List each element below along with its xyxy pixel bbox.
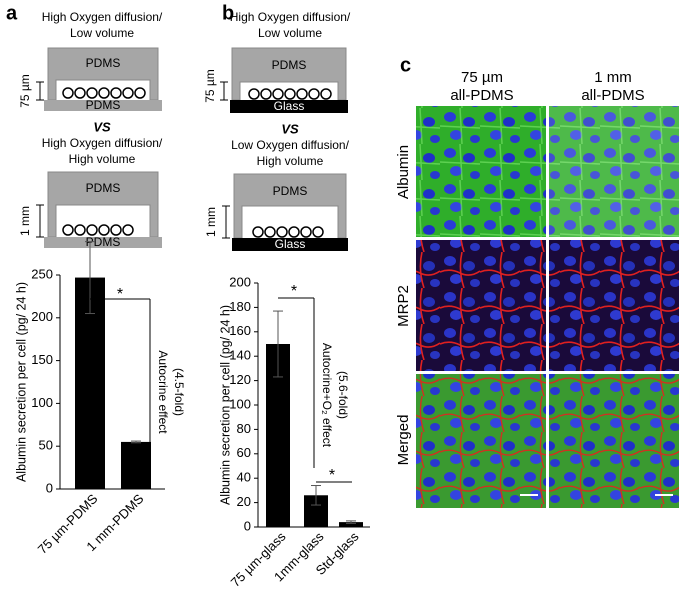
y-tick-label: 200 — [229, 274, 251, 289]
y-tick-label: 160 — [229, 323, 251, 338]
annotation: Autocrine effect — [156, 350, 170, 434]
y-axis-label: Albumin secretion per cell (pg/ 24 h) — [14, 282, 28, 482]
y-axis-label: Albumin secretion per cell (pg/ 24 h) — [218, 305, 232, 505]
diagram-title: High Oxygen diffusion/ — [42, 136, 163, 150]
column-header: 1 mm — [594, 69, 632, 86]
annotation: (5.6-fold) — [336, 371, 350, 419]
y-tick-label: 50 — [39, 438, 53, 453]
base-label: Glass — [275, 237, 306, 251]
height-label: 1 mm — [18, 206, 32, 236]
y-tick-label: 40 — [237, 470, 251, 485]
height-label: 75 µm — [203, 69, 217, 103]
micrographs: 75 µm all-PDMS 1 mm all-PDMS Albumin MRP… — [395, 69, 679, 508]
y-tick-label: 200 — [31, 309, 53, 324]
y-tick-label: 140 — [229, 348, 251, 363]
height-bracket — [36, 81, 44, 101]
bar — [339, 522, 363, 527]
pdms-base — [44, 237, 162, 248]
diagram-title: High Oxygen diffusion/ — [230, 10, 351, 24]
y-tick-label: 120 — [229, 372, 251, 387]
y-tick-label: 20 — [237, 494, 251, 509]
diagram-title: High volume — [69, 152, 136, 166]
pdms-base — [44, 100, 162, 111]
glass-base — [232, 238, 348, 251]
y-tick-label: 180 — [229, 299, 251, 314]
y-tick-label: 0 — [46, 480, 53, 495]
diagram-title: Low volume — [70, 26, 134, 40]
panel-label: a — [6, 2, 18, 24]
micrograph — [416, 374, 546, 508]
diagram-a: High Oxygen diffusion/ Low volume PDMS P… — [18, 10, 163, 249]
diagram-b: High Oxygen diffusion/ Low volume PDMS G… — [203, 10, 351, 251]
annotation: (4.5-fold) — [172, 368, 186, 416]
diagram-title: Low Oxygen diffusion/ — [231, 138, 350, 152]
y-tick-label: 80 — [237, 421, 251, 436]
diagram-title: Low volume — [258, 26, 322, 40]
annotation: * — [291, 283, 297, 300]
micrograph — [416, 106, 546, 237]
panel-label: b — [222, 2, 234, 24]
y-tick-label: 100 — [229, 396, 251, 411]
y-tick-label: 150 — [31, 352, 53, 367]
diagram-title: High Oxygen diffusion/ — [42, 10, 163, 24]
cells — [252, 226, 324, 238]
base-label: PDMS — [86, 98, 121, 112]
annotation: * — [117, 286, 123, 303]
base-label: Glass — [274, 99, 305, 113]
column-header: 75 µm — [461, 69, 503, 86]
height-bracket — [220, 81, 228, 101]
cover-label: PDMS — [273, 184, 308, 198]
versus: VS — [93, 119, 111, 134]
diagram-title: High volume — [257, 154, 324, 168]
micrograph — [549, 240, 679, 371]
cells — [248, 88, 332, 100]
y-tick-label: 60 — [237, 445, 251, 460]
y-tick-label: 100 — [31, 395, 53, 410]
height-label: 75 µm — [18, 74, 32, 108]
glass-base — [230, 100, 348, 113]
micrograph — [549, 106, 679, 237]
micrograph — [416, 240, 546, 371]
y-tick-label: 0 — [244, 518, 251, 533]
y-tick-label: 250 — [31, 266, 53, 281]
height-label: 1 mm — [204, 207, 218, 237]
column-header: all-PDMS — [450, 87, 513, 104]
row-label: Albumin — [395, 145, 412, 199]
bar — [121, 441, 151, 489]
cover-label: PDMS — [272, 58, 307, 72]
height-bracket — [36, 204, 44, 238]
versus: VS — [281, 121, 299, 136]
annotation: Autocrine+O₂ effect — [320, 343, 334, 448]
cells — [62, 87, 146, 99]
micrograph — [549, 374, 679, 508]
cover-label: PDMS — [86, 56, 121, 70]
row-label: Merged — [395, 415, 412, 466]
column-header: all-PDMS — [581, 87, 644, 104]
base-label: PDMS — [86, 235, 121, 249]
panel-label: c — [400, 54, 411, 76]
row-label: MRP2 — [395, 285, 412, 327]
cells — [62, 224, 134, 236]
height-bracket — [222, 205, 230, 239]
annotation: * — [329, 467, 335, 484]
cover-label: PDMS — [86, 181, 121, 195]
